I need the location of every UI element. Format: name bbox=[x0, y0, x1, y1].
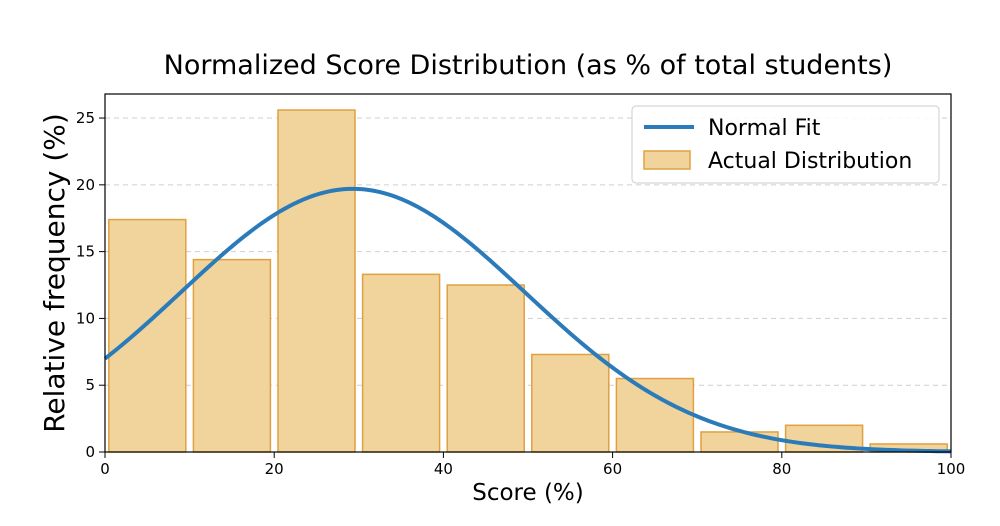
y-tick-label-10: 10 bbox=[76, 309, 95, 327]
bar-0 bbox=[108, 218, 187, 453]
bar-6 bbox=[615, 377, 695, 453]
bar-2 bbox=[277, 109, 356, 453]
x-ticks: 0 20 40 60 80 100 bbox=[100, 452, 965, 478]
plot-frame bbox=[104, 93, 952, 453]
legend-bar-swatch bbox=[643, 150, 691, 170]
normal-fit-line bbox=[103, 186, 952, 454]
legend-box bbox=[631, 105, 940, 184]
legend-label-normal-fit: Normal Fit bbox=[708, 116, 821, 141]
y-axis-title: Relative frequency (%) bbox=[38, 113, 71, 433]
bar-3 bbox=[361, 273, 441, 453]
legend: Normal Fit Actual Distribution bbox=[631, 105, 940, 184]
x-axis-title: Score (%) bbox=[472, 480, 584, 506]
y-tick-label-20: 20 bbox=[76, 176, 95, 194]
chart-title: Normalized Score Distribution (as % of t… bbox=[164, 50, 893, 81]
x-tick-label-80: 80 bbox=[772, 460, 791, 478]
bars bbox=[108, 109, 948, 453]
x-tick-label-0: 0 bbox=[100, 460, 110, 478]
y-ticks: 0 5 10 15 20 25 bbox=[76, 109, 105, 461]
x-tick-label-40: 40 bbox=[434, 460, 453, 478]
bar-5 bbox=[531, 353, 610, 453]
legend-label-actual-distribution: Actual Distribution bbox=[708, 149, 912, 174]
x-tick-label-20: 20 bbox=[265, 460, 284, 478]
x-tick-label-60: 60 bbox=[603, 460, 622, 478]
y-tick-label-0: 0 bbox=[85, 443, 95, 461]
x-tick-label-100: 100 bbox=[937, 460, 966, 478]
y-tick-label-5: 5 bbox=[85, 376, 95, 394]
y-tick-label-25: 25 bbox=[76, 109, 95, 127]
normal-fit-line-group bbox=[103, 186, 952, 454]
y-tick-label-15: 15 bbox=[76, 243, 95, 261]
bar-4 bbox=[446, 284, 525, 453]
bar-1 bbox=[192, 258, 272, 453]
bar-7 bbox=[700, 431, 779, 453]
